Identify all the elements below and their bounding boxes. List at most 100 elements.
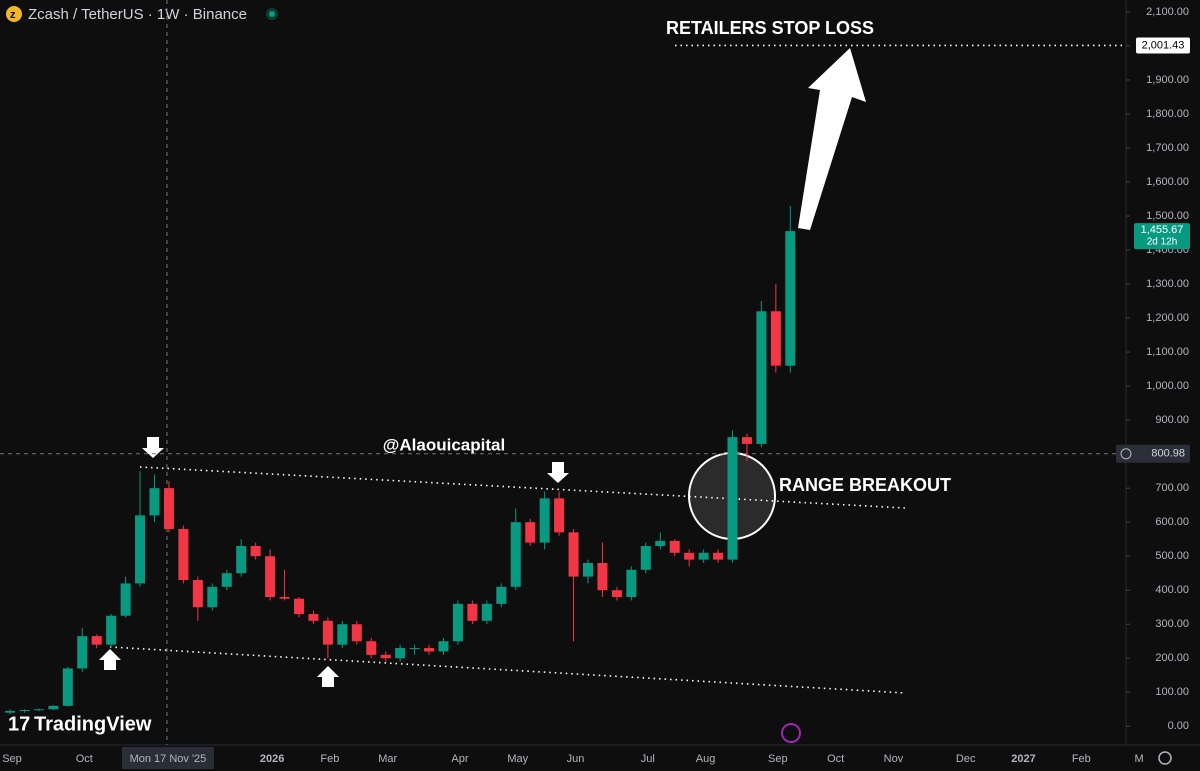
candle-body xyxy=(221,573,232,587)
x-tick-label: M xyxy=(1135,753,1144,765)
price-label: 2,001.43 xyxy=(1142,39,1185,51)
x-tick-label: 2026 xyxy=(260,753,284,765)
candle-body xyxy=(438,641,449,652)
x-tick-label: Mon 17 Nov '25 xyxy=(130,753,207,765)
candle-body xyxy=(684,552,695,560)
candle-body xyxy=(48,705,59,710)
candle-body xyxy=(380,654,391,659)
x-tick-label: Feb xyxy=(1072,753,1091,765)
y-tick-label: 900.00 xyxy=(1155,414,1189,426)
y-tick-label: 600.00 xyxy=(1155,516,1189,528)
candle-body xyxy=(19,709,30,711)
y-tick-label: 1,900.00 xyxy=(1146,74,1189,86)
candle-body xyxy=(91,636,102,645)
candle-body xyxy=(741,437,752,444)
x-tick-label: Sep xyxy=(768,753,788,765)
candle-body xyxy=(279,597,290,599)
candle-body xyxy=(294,598,304,615)
y-tick-label: 1,000.00 xyxy=(1146,380,1189,392)
arrow-down xyxy=(142,437,164,458)
candle-body xyxy=(669,540,680,553)
x-tick-label: Oct xyxy=(76,753,93,765)
y-tick-label: 1,300.00 xyxy=(1146,278,1189,290)
candle-body xyxy=(640,545,651,570)
candle-body xyxy=(308,614,319,621)
symbol-title[interactable]: Zcash / TetherUS · 1W · Binance xyxy=(28,6,247,23)
candle-body xyxy=(236,545,247,574)
y-tick-label: 1,100.00 xyxy=(1146,346,1189,358)
arrow-up xyxy=(317,666,339,687)
crosshair-label: 800.98 xyxy=(1151,448,1185,460)
y-tick-label: 500.00 xyxy=(1155,550,1189,562)
candle-body xyxy=(207,586,218,608)
crosshair-plus xyxy=(1120,448,1132,460)
candle-body xyxy=(785,231,796,366)
candle-body xyxy=(698,552,709,560)
candle-body xyxy=(467,603,478,621)
candle-body xyxy=(62,668,73,706)
watermark: @Alaouicapital xyxy=(383,435,505,454)
countdown: 2d 12h xyxy=(1147,237,1178,248)
candle-body xyxy=(178,528,189,581)
y-tick-label: 300.00 xyxy=(1155,618,1189,630)
candle-body xyxy=(265,556,276,598)
trendline xyxy=(109,646,906,694)
candle-body xyxy=(510,522,521,587)
candle-body xyxy=(626,569,637,598)
x-tick-label: Aug xyxy=(696,753,716,765)
x-tick-label: May xyxy=(507,753,528,765)
x-tick-label: Feb xyxy=(320,753,339,765)
logo[interactable]: TradingView xyxy=(34,713,152,735)
candle-body xyxy=(322,620,333,645)
candle-body xyxy=(337,624,348,645)
y-tick-label: 2,100.00 xyxy=(1146,6,1189,18)
candle-body xyxy=(149,488,160,516)
candle-body xyxy=(597,563,608,591)
candle-body xyxy=(770,311,781,366)
arrow-down xyxy=(547,462,569,483)
trendline xyxy=(139,466,906,509)
coin-icon xyxy=(6,6,22,22)
big-arrow xyxy=(798,48,866,230)
annotation: RETAILERS STOP LOSS xyxy=(666,18,874,38)
x-tick-label: Mar xyxy=(378,753,397,765)
candle-body xyxy=(481,603,492,621)
candle-body xyxy=(163,488,174,529)
candle-body xyxy=(539,498,550,543)
settings-icon[interactable] xyxy=(1158,751,1172,765)
y-tick-label: 700.00 xyxy=(1155,482,1189,494)
y-tick-label: 1,800.00 xyxy=(1146,108,1189,120)
candle-body xyxy=(727,437,738,560)
y-tick-label: 100.00 xyxy=(1155,686,1189,698)
y-tick-label: 1,500.00 xyxy=(1146,210,1189,222)
candle-body xyxy=(250,545,261,557)
candle-body xyxy=(366,641,377,655)
candle-body xyxy=(192,580,203,608)
logo-mark: 17 xyxy=(8,713,30,735)
crosshair-date-box xyxy=(121,747,214,769)
candle-body xyxy=(395,648,406,659)
candle-body xyxy=(655,540,666,546)
y-tick-label: 200.00 xyxy=(1155,652,1189,664)
status-dot xyxy=(269,11,275,17)
candle-body xyxy=(33,709,44,711)
y-tick-label: 1,200.00 xyxy=(1146,312,1189,324)
arrow-up xyxy=(99,649,121,670)
candle-body xyxy=(106,615,117,645)
last-price-box xyxy=(1134,223,1190,250)
candle-body xyxy=(611,590,622,598)
x-tick-label: 2027 xyxy=(1011,753,1035,765)
y-tick-label: 1,600.00 xyxy=(1146,176,1189,188)
x-tick-label: Dec xyxy=(956,753,976,765)
event-icon[interactable] xyxy=(781,723,801,743)
candle-body xyxy=(554,498,565,533)
candle-body xyxy=(120,583,131,616)
y-tick-label: 400.00 xyxy=(1155,584,1189,596)
coin-icon-glyph: z xyxy=(10,9,16,21)
y-tick-label: 0.00 xyxy=(1168,720,1189,732)
crosshair-box xyxy=(1116,444,1190,463)
x-tick-label: Apr xyxy=(451,753,468,765)
